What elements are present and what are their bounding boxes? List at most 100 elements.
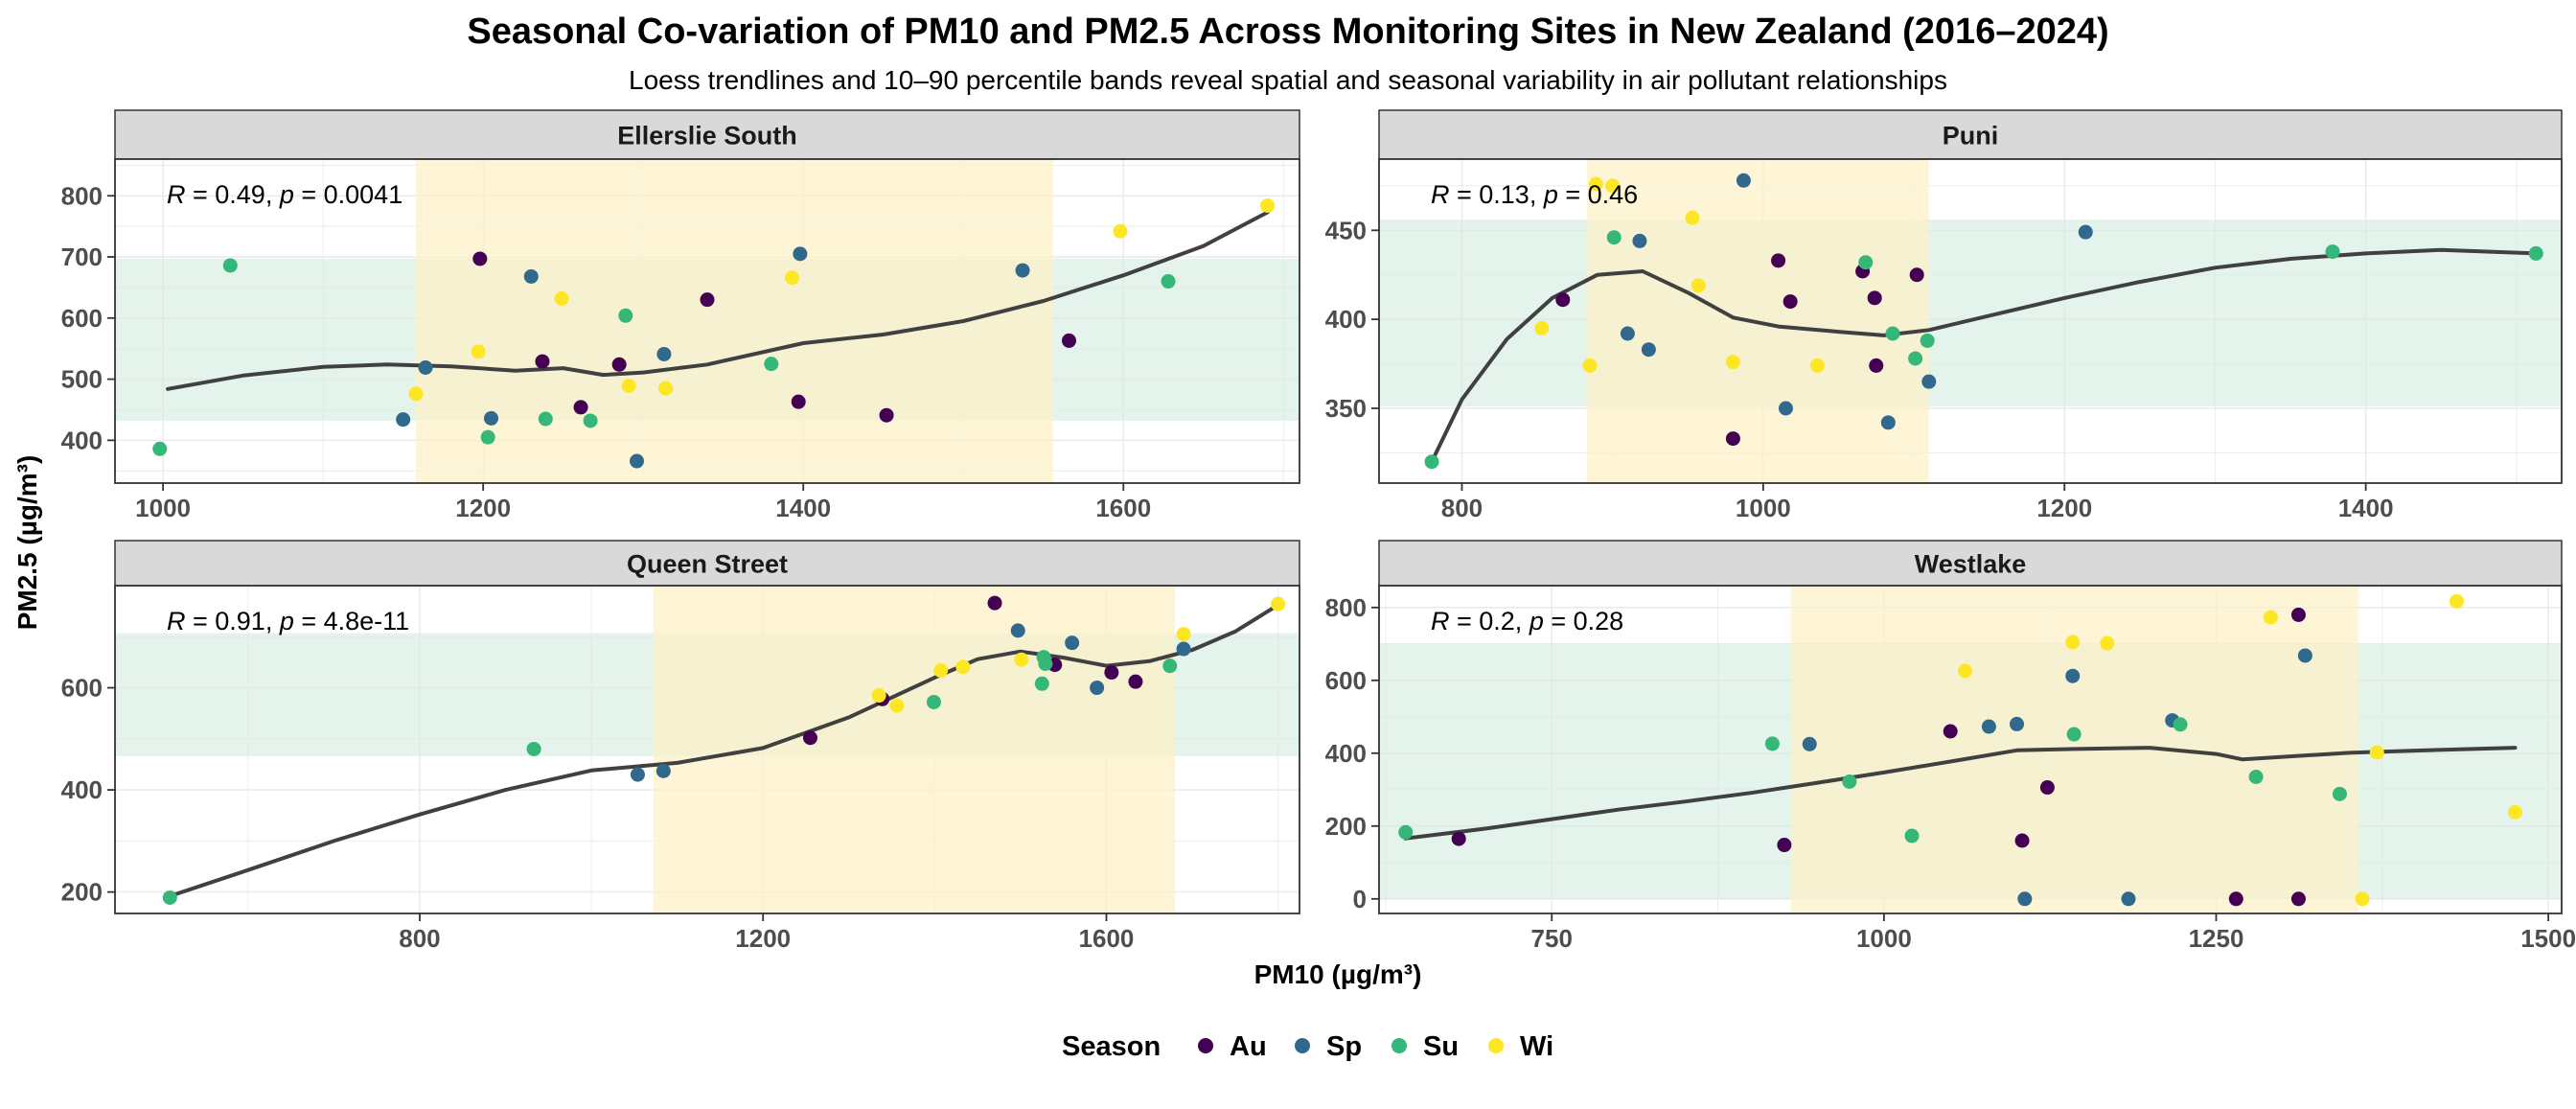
legend-swatch-wi bbox=[1488, 1038, 1504, 1053]
legend-label-wi: Wi bbox=[1520, 1031, 1553, 1062]
data-point-su bbox=[2173, 717, 2188, 732]
band-pm25-percentile bbox=[1379, 219, 2562, 407]
data-point-au bbox=[2290, 891, 2306, 907]
facet-strip bbox=[1378, 540, 2563, 587]
x-tick-label: 1400 bbox=[2338, 494, 2394, 522]
correlation-annotation: R = 0.91, p = 4.8e-11 bbox=[167, 607, 409, 635]
facet-strip-label: Westlake bbox=[1915, 550, 2027, 579]
x-tick-label: 1200 bbox=[455, 494, 511, 522]
data-point-sp bbox=[2121, 891, 2136, 907]
data-point-wi bbox=[785, 270, 800, 286]
band-pm10-percentile bbox=[416, 159, 1053, 483]
loess-trendline bbox=[168, 603, 1280, 898]
facet-strip bbox=[114, 540, 1300, 587]
data-point-su bbox=[618, 308, 633, 323]
data-point-wi bbox=[621, 379, 636, 394]
data-point-au bbox=[802, 730, 817, 746]
data-point-au bbox=[1104, 665, 1119, 681]
y-tick-label: 450 bbox=[1325, 216, 1367, 244]
data-point-wi bbox=[889, 698, 905, 713]
x-tick-label: 1200 bbox=[2036, 494, 2092, 522]
legend-label-sp: Sp bbox=[1326, 1031, 1362, 1062]
panel-plot-area bbox=[115, 586, 1300, 913]
data-point-su bbox=[152, 441, 168, 456]
data-point-sp bbox=[396, 412, 411, 427]
data-point-au bbox=[1451, 831, 1466, 846]
data-point-su bbox=[583, 413, 598, 428]
data-point-sp bbox=[656, 346, 672, 361]
y-tick-label: 800 bbox=[61, 181, 103, 210]
x-tick-label: 800 bbox=[1441, 494, 1483, 522]
data-point-au bbox=[611, 357, 627, 372]
data-point-wi bbox=[658, 381, 674, 396]
facet-strip-label: Puni bbox=[1943, 122, 1999, 150]
data-point-au bbox=[472, 251, 488, 266]
data-point-sp bbox=[2065, 668, 2081, 683]
facet-panels: Ellerslie South R = 0.49, p = 0.0041 1000 1… bbox=[61, 109, 2576, 953]
data-point-sp bbox=[1921, 374, 1937, 389]
y-tick-label: 400 bbox=[1325, 739, 1367, 768]
y-tick-label: 200 bbox=[1325, 812, 1367, 841]
data-point-sp bbox=[1632, 233, 1647, 248]
data-point-sp bbox=[1176, 641, 1191, 657]
data-point-wi bbox=[1014, 652, 1029, 667]
data-point-au bbox=[879, 407, 894, 423]
data-point-su bbox=[2332, 786, 2347, 801]
data-point-sp bbox=[1736, 173, 1751, 188]
data-point-wi bbox=[1725, 355, 1740, 370]
data-point-su bbox=[1034, 676, 1049, 691]
data-point-su bbox=[480, 429, 495, 445]
facet-panel: Puni R = 0.13, p = 0.46 800 1000 1200 1400 350… bbox=[1325, 109, 2563, 522]
data-point-au bbox=[2014, 833, 2030, 848]
data-point-sp bbox=[1981, 719, 1996, 734]
chart-subtitle: Loess trendlines and 10–90 percentile ba… bbox=[629, 65, 1947, 95]
x-tick-label: 1000 bbox=[135, 494, 191, 522]
data-point-au bbox=[2228, 891, 2243, 907]
data-point-su bbox=[1398, 824, 1414, 840]
loess-trendline bbox=[166, 210, 1270, 391]
data-point-au bbox=[1943, 724, 1958, 739]
data-point-wi bbox=[2449, 593, 2464, 609]
data-point-su bbox=[538, 411, 553, 427]
y-tick-label: 400 bbox=[1325, 305, 1367, 334]
y-tick-label: 0 bbox=[1353, 885, 1367, 913]
x-tick-label: 1000 bbox=[1736, 494, 1791, 522]
y-tick-label: 600 bbox=[1325, 666, 1367, 695]
data-point-wi bbox=[1588, 176, 1603, 192]
data-point-sp bbox=[2010, 716, 2025, 731]
y-tick-label: 350 bbox=[1325, 394, 1367, 423]
data-point-wi bbox=[1685, 210, 1700, 225]
data-point-wi bbox=[2369, 745, 2384, 760]
data-point-sp bbox=[523, 268, 539, 284]
data-point-wi bbox=[1809, 358, 1825, 373]
data-point-su bbox=[2066, 727, 2082, 742]
data-point-sp bbox=[630, 453, 645, 469]
data-point-su bbox=[764, 357, 779, 372]
data-point-sp bbox=[656, 763, 671, 778]
data-point-su bbox=[1764, 736, 1780, 751]
data-point-sp bbox=[2017, 891, 2033, 907]
x-tick-label: 1000 bbox=[1856, 924, 1912, 953]
legend-swatch-au bbox=[1198, 1038, 1213, 1053]
panel-border bbox=[114, 585, 1300, 914]
data-point-wi bbox=[1957, 663, 1972, 679]
data-point-su bbox=[2528, 245, 2543, 261]
data-point-sp bbox=[793, 246, 808, 262]
data-point-wi bbox=[1271, 596, 1286, 612]
data-point-au bbox=[1771, 253, 1786, 268]
legend: Season Au Sp Su Wi bbox=[1062, 1031, 1553, 1062]
band-pm10-percentile bbox=[653, 586, 1176, 913]
data-point-wi bbox=[2263, 610, 2278, 625]
x-tick-label: 800 bbox=[399, 924, 440, 953]
correlation-annotation: R = 0.2, p = 0.28 bbox=[1431, 607, 1623, 635]
data-point-su bbox=[1920, 333, 1935, 348]
data-point-su bbox=[1038, 657, 1053, 672]
data-point-au bbox=[573, 400, 588, 415]
data-point-wi bbox=[933, 662, 949, 678]
data-point-wi bbox=[1113, 223, 1128, 239]
data-point-wi bbox=[408, 386, 424, 402]
data-point-sp bbox=[1778, 401, 1793, 416]
data-point-sp bbox=[1641, 342, 1656, 358]
data-point-au bbox=[1867, 290, 1882, 306]
data-point-su bbox=[162, 890, 177, 905]
